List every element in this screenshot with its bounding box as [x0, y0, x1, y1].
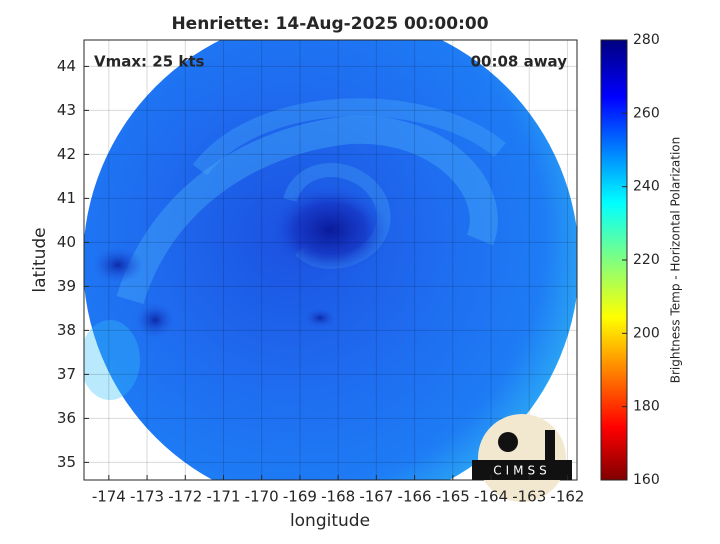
- vmax-label: Vmax: 25 kts: [94, 53, 204, 71]
- x-tick-label: -170: [245, 488, 279, 506]
- x-tick-label: -162: [550, 488, 584, 506]
- x-tick-label: -172: [168, 488, 202, 506]
- x-tick-label: -173: [130, 488, 164, 506]
- x-axis-label: longitude: [290, 511, 370, 531]
- colorbar-tick-label: 180: [633, 399, 660, 415]
- x-tick-label: -167: [359, 488, 393, 506]
- y-tick-label: 37: [57, 365, 76, 383]
- x-tick-label: -174: [92, 488, 126, 506]
- x-tick-label: -171: [206, 488, 240, 506]
- colorbar-tick-label: 220: [633, 252, 660, 268]
- time-away: 00:08 away: [471, 53, 568, 71]
- title: Henriette: 14-Aug-2025 00:00:00: [171, 14, 488, 34]
- x-tick-label: -163: [512, 488, 546, 506]
- x-tick-label: -165: [436, 488, 470, 506]
- y-tick-label: 36: [57, 409, 76, 427]
- y-tick-label: 40: [57, 233, 76, 251]
- x-tick-label: -168: [321, 488, 355, 506]
- y-tick-label: 39: [57, 277, 76, 295]
- x-tick-label: -169: [283, 488, 317, 506]
- y-tick-label: 35: [57, 453, 76, 471]
- colorbar-tick-label: 280: [633, 32, 660, 48]
- colorbar-tick-label: 240: [633, 179, 660, 195]
- logo: CIMSS: [472, 414, 572, 502]
- colorbar-tick-label: 200: [633, 325, 660, 341]
- y-tick-label: 38: [57, 321, 76, 339]
- grid: [84, 40, 577, 480]
- satellite-image: [84, 40, 577, 480]
- y-tick-label: 43: [57, 101, 76, 119]
- colorbar-tick-label: 160: [633, 472, 660, 488]
- y-tick-label: 42: [57, 145, 76, 163]
- logo-text: CIMSS: [493, 464, 551, 478]
- colorbar-tick-label: 260: [633, 105, 660, 121]
- x-tick-label: -164: [474, 488, 508, 506]
- y-tick-label: 44: [57, 57, 76, 75]
- colorbar-label: Brightness Temp - Horizontal Polarizatio…: [669, 137, 683, 384]
- plot-frame: [83, 39, 578, 481]
- x-tick-label: -166: [398, 488, 432, 506]
- y-axis-label: latitude: [30, 227, 50, 292]
- y-tick-label: 41: [57, 189, 76, 207]
